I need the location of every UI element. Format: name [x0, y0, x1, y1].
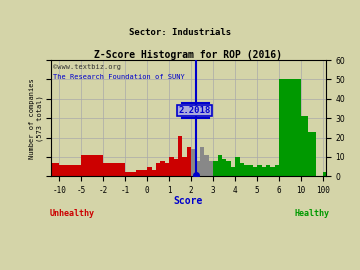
Text: 2.2018: 2.2018: [179, 106, 211, 115]
Bar: [183, 157, 187, 176]
Bar: [279, 79, 301, 176]
Bar: [81, 155, 103, 176]
Bar: [309, 132, 316, 176]
Bar: [59, 165, 81, 176]
Bar: [191, 149, 195, 176]
Text: The Research Foundation of SUNY: The Research Foundation of SUNY: [53, 74, 185, 80]
Bar: [209, 161, 213, 176]
Bar: [239, 163, 244, 176]
Bar: [231, 167, 235, 176]
X-axis label: Score: Score: [174, 196, 203, 206]
Bar: [244, 165, 248, 176]
Bar: [257, 165, 262, 176]
Bar: [200, 147, 204, 176]
Y-axis label: Number of companies
(573 total): Number of companies (573 total): [30, 78, 43, 158]
Bar: [217, 155, 222, 176]
Bar: [178, 136, 183, 176]
Bar: [125, 173, 136, 176]
Bar: [266, 165, 270, 176]
Bar: [213, 161, 217, 176]
Bar: [50, 163, 59, 176]
Bar: [226, 161, 231, 176]
Bar: [301, 116, 309, 176]
Bar: [187, 147, 191, 176]
Bar: [161, 161, 165, 176]
Bar: [147, 167, 152, 176]
Text: Sector: Industrials: Sector: Industrials: [129, 28, 231, 37]
Bar: [253, 167, 257, 176]
Bar: [169, 157, 174, 176]
Bar: [270, 167, 275, 176]
Text: ©www.textbiz.org: ©www.textbiz.org: [53, 64, 121, 70]
Bar: [165, 163, 169, 176]
Text: Healthy: Healthy: [294, 209, 330, 218]
Bar: [262, 167, 266, 176]
Bar: [152, 170, 156, 176]
Text: Unhealthy: Unhealthy: [50, 209, 95, 218]
Bar: [248, 165, 253, 176]
Bar: [222, 159, 226, 176]
Bar: [195, 161, 200, 176]
Bar: [204, 155, 209, 176]
Bar: [103, 163, 125, 176]
Bar: [323, 173, 325, 176]
Bar: [156, 163, 161, 176]
Bar: [174, 159, 178, 176]
Bar: [136, 170, 147, 176]
Bar: [275, 165, 279, 176]
Bar: [235, 157, 239, 176]
Title: Z-Score Histogram for ROP (2016): Z-Score Histogram for ROP (2016): [94, 50, 282, 60]
